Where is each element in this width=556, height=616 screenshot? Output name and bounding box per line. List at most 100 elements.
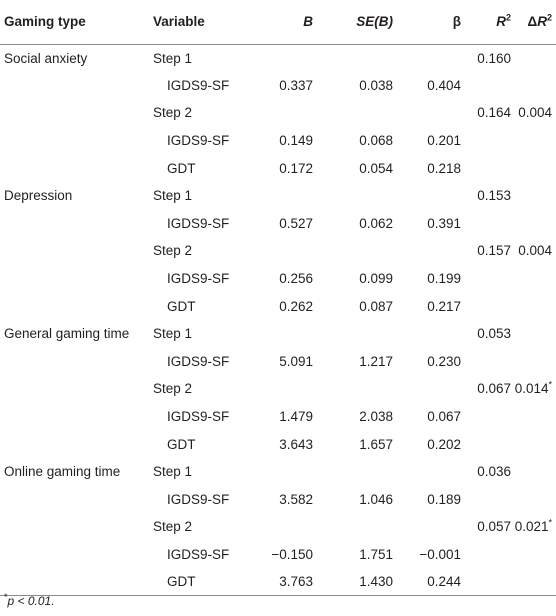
footnote-star: *	[4, 592, 8, 602]
cell-r2	[461, 127, 511, 155]
cell-r2	[461, 154, 511, 182]
cell-delta-r2	[511, 265, 556, 293]
variable-label: IGDS9-SF	[167, 353, 230, 369]
header-r2-sup: 2	[505, 12, 511, 23]
cell-beta	[393, 375, 461, 403]
cell-delta-r2	[511, 430, 556, 458]
header-se-b: SE(B)	[313, 0, 393, 45]
cell-beta	[393, 99, 461, 127]
cell-se-b	[313, 458, 393, 486]
cell-b	[253, 182, 313, 210]
variable-label: GDT	[167, 298, 196, 314]
cell-delta-r2: 0.021*	[511, 513, 556, 541]
cell-delta-r2	[511, 568, 556, 597]
footnote-text: p < 0.01.	[7, 594, 55, 608]
cell-beta: 0.199	[427, 271, 461, 287]
variable-label: IGDS9-SF	[167, 409, 230, 425]
table-row: IGDS9-SF 0.527 0.062 0.391	[0, 210, 556, 238]
cell-variable: IGDS9-SF	[153, 127, 253, 155]
cell-variable: GDT	[153, 154, 253, 182]
cell-gaming-type	[0, 265, 153, 293]
table-row: Step 2 0.067 0.014*	[0, 375, 556, 403]
cell-variable: IGDS9-SF	[153, 210, 253, 238]
cell-gaming-type: General gaming time	[4, 326, 130, 342]
cell-beta: 0.201	[427, 133, 461, 149]
table-row: GDT 3.763 1.430 0.244	[0, 568, 556, 597]
cell-b	[253, 375, 313, 403]
cell-gaming-type: Depression	[4, 188, 73, 204]
variable-label: Step 2	[153, 381, 193, 397]
cell-se-b: 0.062	[359, 215, 393, 231]
cell-b	[253, 99, 313, 127]
table-row: Social anxiety Step 1 0.160	[0, 44, 556, 72]
table-footnote: *p < 0.01.	[4, 592, 55, 609]
cell-b: 1.479	[279, 409, 313, 425]
table-row: IGDS9-SF −0.150 1.751 −0.001	[0, 541, 556, 569]
table-row: General gaming time Step 1 0.053	[0, 320, 556, 348]
table-row: GDT 0.262 0.087 0.217	[0, 292, 556, 320]
cell-b: 0.262	[279, 298, 313, 314]
cell-b: 3.582	[279, 491, 313, 507]
cell-b: 3.763	[253, 568, 313, 597]
delta-r2-value: 0.014	[514, 381, 549, 397]
cell-delta-r2	[511, 541, 556, 569]
cell-gaming-type	[0, 486, 153, 514]
cell-se-b	[313, 44, 393, 72]
cell-b	[253, 237, 313, 265]
cell-delta-r2	[511, 210, 556, 238]
variable-label: IGDS9-SF	[167, 491, 230, 507]
cell-se-b: 0.038	[359, 77, 393, 93]
cell-variable: Step 2	[153, 237, 253, 265]
cell-variable: Step 1	[153, 320, 253, 348]
variable-label: IGDS9-SF	[167, 215, 230, 231]
cell-variable: Step 1	[153, 458, 253, 486]
cell-r2	[461, 210, 511, 238]
variable-label: Step 2	[153, 519, 193, 535]
cell-se-b: 1.751	[359, 546, 393, 562]
cell-b	[253, 458, 313, 486]
cell-beta	[393, 44, 461, 72]
cell-beta	[393, 513, 461, 541]
cell-gaming-type	[0, 237, 153, 265]
table-row: Step 2 0.164 0.004	[0, 99, 556, 127]
cell-gaming-type	[0, 403, 153, 431]
cell-b: 0.527	[279, 215, 313, 231]
cell-r2: 0.160	[477, 50, 511, 66]
cell-delta-r2	[511, 182, 556, 210]
cell-gaming-type	[0, 292, 153, 320]
cell-beta: 0.218	[427, 160, 461, 176]
cell-gaming-type	[0, 72, 153, 100]
cell-beta: 0.067	[427, 409, 461, 425]
cell-b: 0.337	[279, 77, 313, 93]
cell-r2	[461, 486, 511, 514]
cell-r2	[461, 292, 511, 320]
variable-label: Step 1	[153, 326, 193, 342]
cell-r2: 0.153	[477, 188, 511, 204]
cell-gaming-type	[0, 568, 153, 597]
table-row: Step 2 0.057 0.021*	[0, 513, 556, 541]
header-variable: Variable	[153, 0, 253, 45]
cell-gaming-type: Social anxiety	[4, 50, 88, 66]
cell-se-b: 1.657	[359, 436, 393, 452]
cell-beta	[393, 320, 461, 348]
cell-variable: Step 1	[153, 182, 253, 210]
cell-beta	[393, 458, 461, 486]
cell-delta-r2: 0.004	[511, 237, 556, 265]
cell-variable: Step 2	[153, 99, 253, 127]
cell-r2	[461, 568, 511, 597]
variable-label: IGDS9-SF	[167, 546, 230, 562]
cell-r2	[461, 72, 511, 100]
cell-r2	[461, 403, 511, 431]
table-row: Step 2 0.157 0.004	[0, 237, 556, 265]
variable-label: IGDS9-SF	[167, 271, 230, 287]
variable-label: Step 1	[153, 464, 193, 480]
cell-b: 5.091	[279, 353, 313, 369]
cell-gaming-type	[0, 541, 153, 569]
cell-se-b: 0.087	[359, 298, 393, 314]
cell-b: 0.172	[279, 160, 313, 176]
delta-r2-value: 0.004	[518, 243, 552, 259]
cell-beta: −0.001	[419, 546, 461, 562]
cell-r2	[461, 430, 511, 458]
cell-gaming-type	[0, 430, 153, 458]
cell-variable: IGDS9-SF	[153, 403, 253, 431]
